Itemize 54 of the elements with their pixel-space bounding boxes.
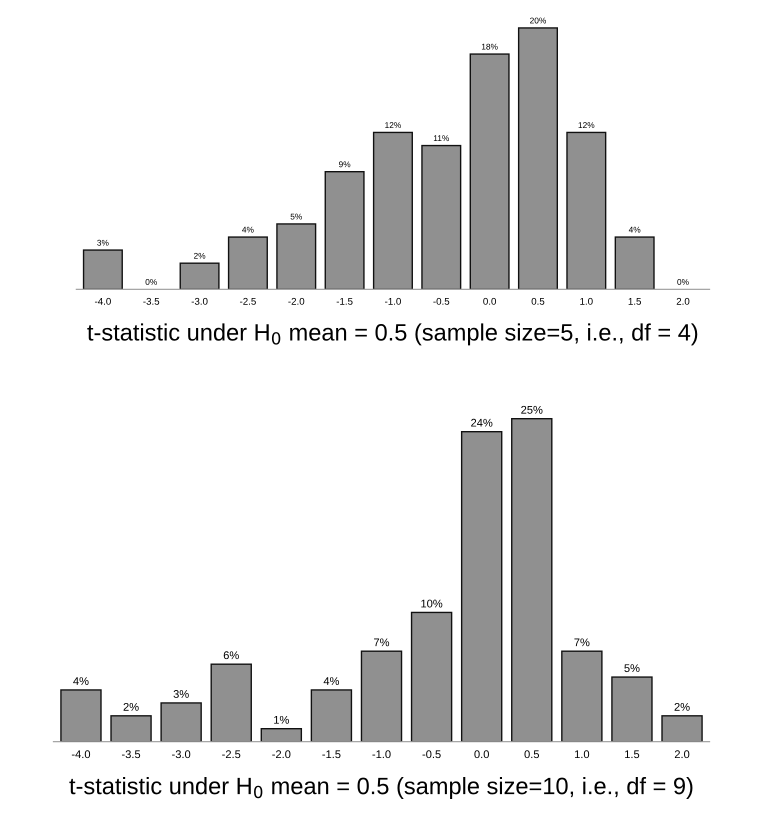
x-tick-label: -0.5: [433, 298, 450, 305]
x-axis-title: t-statistic under H$_{0}$ mean = 0.5 (sample size=10, i.e., df = 9): [69, 777, 692, 800]
data-label: 18%: [482, 44, 498, 50]
x-tick-label: -4.0: [72, 750, 90, 758]
data-label: 0%: [146, 279, 157, 285]
data-label: 10%: [421, 600, 442, 608]
x-tick-label: 0.0: [483, 298, 496, 305]
x-tick-label: -4.0: [94, 298, 111, 305]
x-tick-label: -2.5: [222, 750, 240, 758]
data-label: 4%: [242, 226, 254, 233]
x-tick-label: -2.0: [288, 298, 304, 305]
data-label: 12%: [385, 122, 401, 128]
data-label: 4%: [73, 677, 89, 685]
data-label: 1%: [274, 716, 289, 724]
data-label: 25%: [521, 406, 542, 414]
x-tick-label: -2.5: [240, 298, 256, 305]
x-tick-label: 1.5: [625, 750, 640, 758]
data-label: 2%: [194, 252, 206, 259]
x-tick-label: -1.5: [336, 298, 353, 305]
x-tick-label: 0.0: [474, 750, 489, 758]
data-label: 5%: [624, 664, 640, 672]
x-tick-label: -2.0: [272, 750, 290, 758]
x-tick-label: -1.0: [385, 298, 401, 305]
x-tick-label: -3.0: [192, 298, 208, 305]
data-label: 7%: [374, 638, 390, 646]
data-label: 5%: [290, 214, 302, 220]
x-tick-label: 0.5: [532, 298, 544, 305]
x-tick-label: -3.5: [122, 750, 140, 758]
data-label: 9%: [338, 161, 350, 168]
data-label: 3%: [97, 240, 109, 246]
x-tick-label: -0.5: [422, 750, 441, 758]
x-axis-title: t-statistic under H$_{0}$ mean = 0.5 (sample size=5, i.e., df = 4): [87, 323, 698, 346]
x-tick-label: 2.0: [676, 298, 690, 305]
x-tick-label: -1.0: [372, 750, 391, 758]
data-label: 6%: [224, 651, 239, 660]
x-tick-label: 2.0: [674, 750, 690, 758]
data-label: 0%: [677, 279, 689, 285]
data-label: 2%: [124, 702, 139, 711]
x-tick-label: 0.5: [524, 750, 540, 758]
x-tick-label: -1.5: [322, 750, 341, 758]
data-label: 11%: [434, 135, 450, 142]
x-tick-label: 1.0: [574, 750, 590, 758]
x-tick-label: 1.5: [628, 298, 642, 305]
data-label: 24%: [471, 418, 492, 427]
x-tick-label: -3.0: [172, 750, 190, 758]
x-tick-label: -3.5: [143, 298, 160, 305]
data-label: 12%: [578, 122, 594, 128]
data-label: 2%: [674, 702, 690, 711]
x-tick-label: 1.0: [580, 298, 593, 305]
data-label: 4%: [324, 677, 340, 685]
data-label: 20%: [530, 18, 546, 24]
data-label: 7%: [574, 638, 590, 646]
data-label: 4%: [628, 226, 640, 233]
data-label: 3%: [174, 690, 189, 698]
